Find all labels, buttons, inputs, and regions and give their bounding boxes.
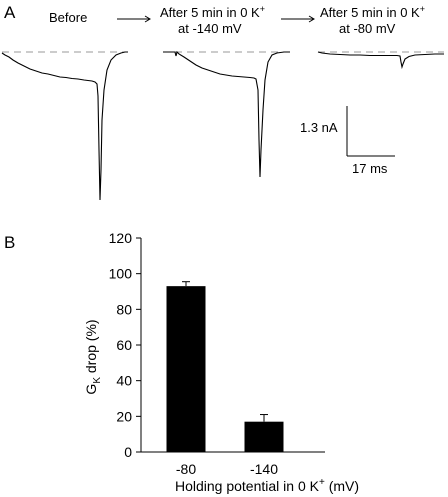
y-tick-label: 40: [116, 373, 132, 389]
panel-b-label: B: [4, 233, 15, 252]
panel-a-label: A: [4, 3, 16, 22]
y-tick-label: 80: [116, 301, 132, 317]
y-tick-label: 120: [109, 230, 133, 246]
x-tick-label: -80: [176, 461, 196, 477]
y-tick-label: 100: [109, 266, 133, 282]
scale-bar-time-label: 17 ms: [352, 161, 388, 176]
y-tick-label: 60: [116, 337, 132, 353]
arrow-2: [281, 15, 315, 23]
y-axis-title: GK drop (%): [83, 319, 103, 394]
current-trace-140: [163, 50, 290, 178]
condition-140-label-line1: After 5 min in 0 K+: [160, 4, 265, 20]
y-tick-label: 0: [124, 444, 132, 460]
y-tick-label: 20: [116, 408, 132, 424]
condition-80-label-line1: After 5 min in 0 K+: [320, 4, 425, 20]
bar-neg140: [244, 421, 284, 452]
condition-80-label-line2: at -80 mV: [339, 21, 396, 36]
x-axis-title: Holding potential in 0 K+ (mV): [175, 477, 359, 494]
current-trace-80: [317, 51, 444, 70]
current-trace-before: [1, 51, 128, 201]
scale-bar-current-label: 1.3 nA: [300, 120, 338, 135]
x-tick-label: -140: [250, 461, 278, 477]
condition-140-label-line2: at -140 mV: [178, 21, 242, 36]
condition-before-label: Before: [49, 10, 87, 25]
arrow-1: [117, 15, 151, 23]
bar-neg80: [166, 286, 206, 452]
bar-chart: 0 20 40 60 80 100 120 -80 -140: [109, 230, 325, 477]
